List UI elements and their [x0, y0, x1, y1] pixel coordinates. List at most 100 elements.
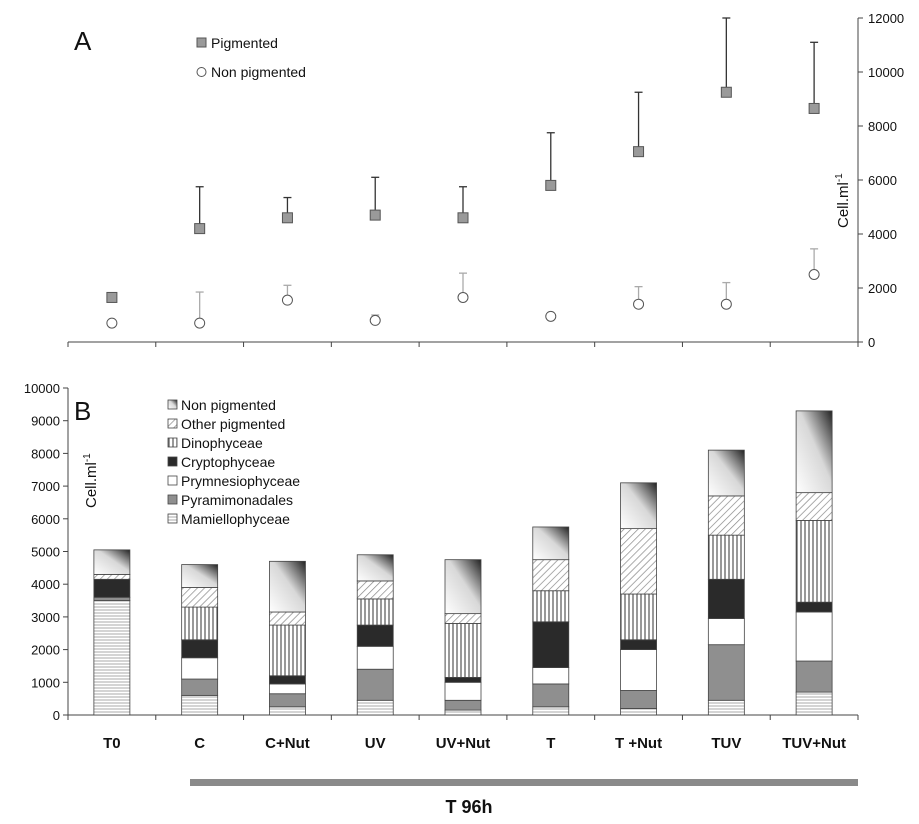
bar-segment-other-pigmented	[532, 559, 570, 592]
bar-segment-dinophyceae	[532, 590, 570, 623]
bar-segment-other-pigmented	[356, 580, 394, 600]
legend-b-label-non-pigmented: Non pigmented	[181, 397, 276, 413]
bar-segment-non-pigmented	[356, 554, 394, 582]
bar-segment-cryptophyceae	[444, 676, 482, 683]
bar-segment-pyramimonadales	[269, 693, 306, 708]
bar-segment-other-pigmented	[269, 611, 306, 626]
panel-b-ylabel-superscript: -1	[82, 453, 93, 462]
panel-b-axes: 0 1000 2000 3000 4000 5000 6000 7000 8000 9000 100…	[24, 381, 859, 752]
panel-a-point-non-pigmented	[633, 298, 645, 310]
panel-b-y-tick-label: 5000	[31, 545, 60, 560]
panel-b-y-tick-label: 4000	[31, 577, 60, 592]
panel-a-point-pigmented	[194, 223, 206, 235]
legend-b-label-prymnesiophyceae: Prymnesiophyceae	[181, 473, 300, 489]
legend-b-swatch-cryptophyceae	[167, 456, 178, 467]
panel-b-category-label: T0	[103, 735, 121, 752]
panel-a-point-pigmented	[369, 209, 381, 221]
bar-segment-non-pigmented	[707, 449, 745, 497]
panel-b-y-tick-label: 6000	[31, 512, 60, 527]
bar-segment-other-pigmented	[795, 492, 833, 521]
panel-a-point-pigmented	[545, 179, 557, 191]
bar-segment-pyramimonadales	[532, 683, 570, 708]
bar-segment-cryptophyceae	[795, 601, 833, 613]
bar-segment-mamiellophyceae	[356, 699, 394, 716]
panel-b-category-label: TUV	[711, 735, 741, 752]
panel-b-marks	[93, 410, 833, 716]
bar-segment-other-pigmented	[181, 587, 219, 608]
legend-b-label-pyramimonadales: Pyramimonadales	[181, 492, 293, 508]
bar-segment-dinophyceae	[795, 520, 833, 603]
bar-segment-dinophyceae	[356, 598, 394, 626]
panel-b-y-tick-label: 10000	[24, 381, 60, 396]
panel-b-y-tick-label: 3000	[31, 610, 60, 625]
bar-segment-cryptophyceae	[707, 578, 745, 619]
panel-a-point-pigmented	[720, 86, 732, 98]
panel-a-point-non-pigmented	[545, 310, 557, 322]
panel-a-y-tick-label: 6000	[868, 173, 897, 188]
bar-segment-non-pigmented	[795, 410, 833, 494]
legend-b-swatch-non-pigmented	[167, 399, 178, 410]
bar-segment-mamiellophyceae	[93, 600, 131, 716]
bar-segment-pyramimonadales	[181, 678, 219, 696]
panel-b-y-tick-label: 2000	[31, 643, 60, 658]
bar-segment-pyramimonadales	[620, 690, 657, 709]
legend-a-label-non-pigmented: Non pigmented	[211, 64, 306, 80]
bar-segment-prymnesiophyceae	[444, 681, 482, 701]
bar-segment-cryptophyceae	[620, 639, 657, 650]
bar-segment-pyramimonadales	[93, 596, 131, 601]
bar-segment-pyramimonadales	[795, 660, 833, 693]
panel-b-y-tick-label: 0	[53, 708, 60, 723]
panel-b-legend: Non pigmented Other pigmented Dinophyceae C…	[167, 397, 300, 527]
panel-a-point-pigmented	[808, 102, 820, 114]
legend-a-label-pigmented: Pigmented	[211, 35, 278, 51]
panel-a-label: A	[74, 26, 92, 56]
bar-segment-prymnesiophyceae	[269, 683, 306, 695]
panel-b: B 0 1000 2000 3000 4000 5000 6000 7000 8000 9000 1…	[24, 381, 859, 752]
bar-segment-pyramimonadales	[444, 699, 482, 711]
legend-b-label-mamiellophyceae: Mamiellophyceae	[181, 511, 290, 527]
bar-segment-pyramimonadales	[356, 668, 394, 701]
bar-segment-mamiellophyceae	[795, 691, 833, 716]
panel-b-category-label: T +Nut	[615, 735, 662, 752]
panel-b-category-label: TUV+Nut	[782, 735, 846, 752]
legend-b-swatch-other-pigmented	[167, 418, 178, 429]
panel-a-y-tick-label: 8000	[868, 119, 897, 134]
bar-segment-dinophyceae	[707, 534, 745, 580]
bar-segment-non-pigmented	[269, 560, 306, 613]
bar-segment-non-pigmented	[620, 482, 657, 530]
panel-b-y-tick-label: 9000	[31, 414, 60, 429]
bar-segment-prymnesiophyceae	[181, 657, 219, 680]
panel-b-y-tick-label: 7000	[31, 479, 60, 494]
bar-segment-prymnesiophyceae	[532, 667, 570, 685]
legend-a-marker-pigmented	[196, 37, 207, 48]
bar-segment-cryptophyceae	[356, 624, 394, 647]
panel-b-category-label: C+Nut	[265, 735, 310, 752]
panel-a-point-pigmented	[633, 146, 645, 158]
bar-segment-non-pigmented	[93, 549, 131, 575]
panel-b-category-label: UV	[365, 735, 386, 752]
panel-a-point-non-pigmented	[106, 317, 118, 329]
bar-segment-non-pigmented	[181, 564, 219, 588]
bar-segment-dinophyceae	[269, 624, 306, 677]
bar-segment-prymnesiophyceae	[356, 645, 394, 670]
panel-a-point-non-pigmented	[720, 298, 732, 310]
panel-b-ylabel: Cell.ml-1	[82, 453, 100, 508]
panel-a-point-non-pigmented	[457, 291, 469, 303]
bar-segment-other-pigmented	[707, 495, 745, 536]
bar-segment-mamiellophyceae	[269, 706, 306, 716]
panel-a-axes: 0 2000 4000 6000 8000 10000 12000 Cell.ml-1	[67, 11, 904, 350]
panel-b-category-label: UV+Nut	[436, 735, 491, 752]
panel-b-category-label: T	[546, 735, 555, 752]
bar-segment-other-pigmented	[620, 528, 657, 595]
bar-segment-prymnesiophyceae	[707, 618, 745, 646]
bar-segment-cryptophyceae	[93, 578, 131, 598]
panel-b-label: B	[74, 396, 91, 426]
legend-b-swatch-dinophyceae	[167, 437, 178, 448]
bar-segment-non-pigmented	[444, 559, 482, 615]
bar-segment-mamiellophyceae	[444, 709, 482, 716]
panel-b-y-tick-label: 8000	[31, 446, 60, 461]
legend-a-marker-non-pigmented	[196, 67, 207, 77]
bar-segment-other-pigmented	[93, 573, 131, 580]
bar-segment-cryptophyceae	[269, 675, 306, 685]
